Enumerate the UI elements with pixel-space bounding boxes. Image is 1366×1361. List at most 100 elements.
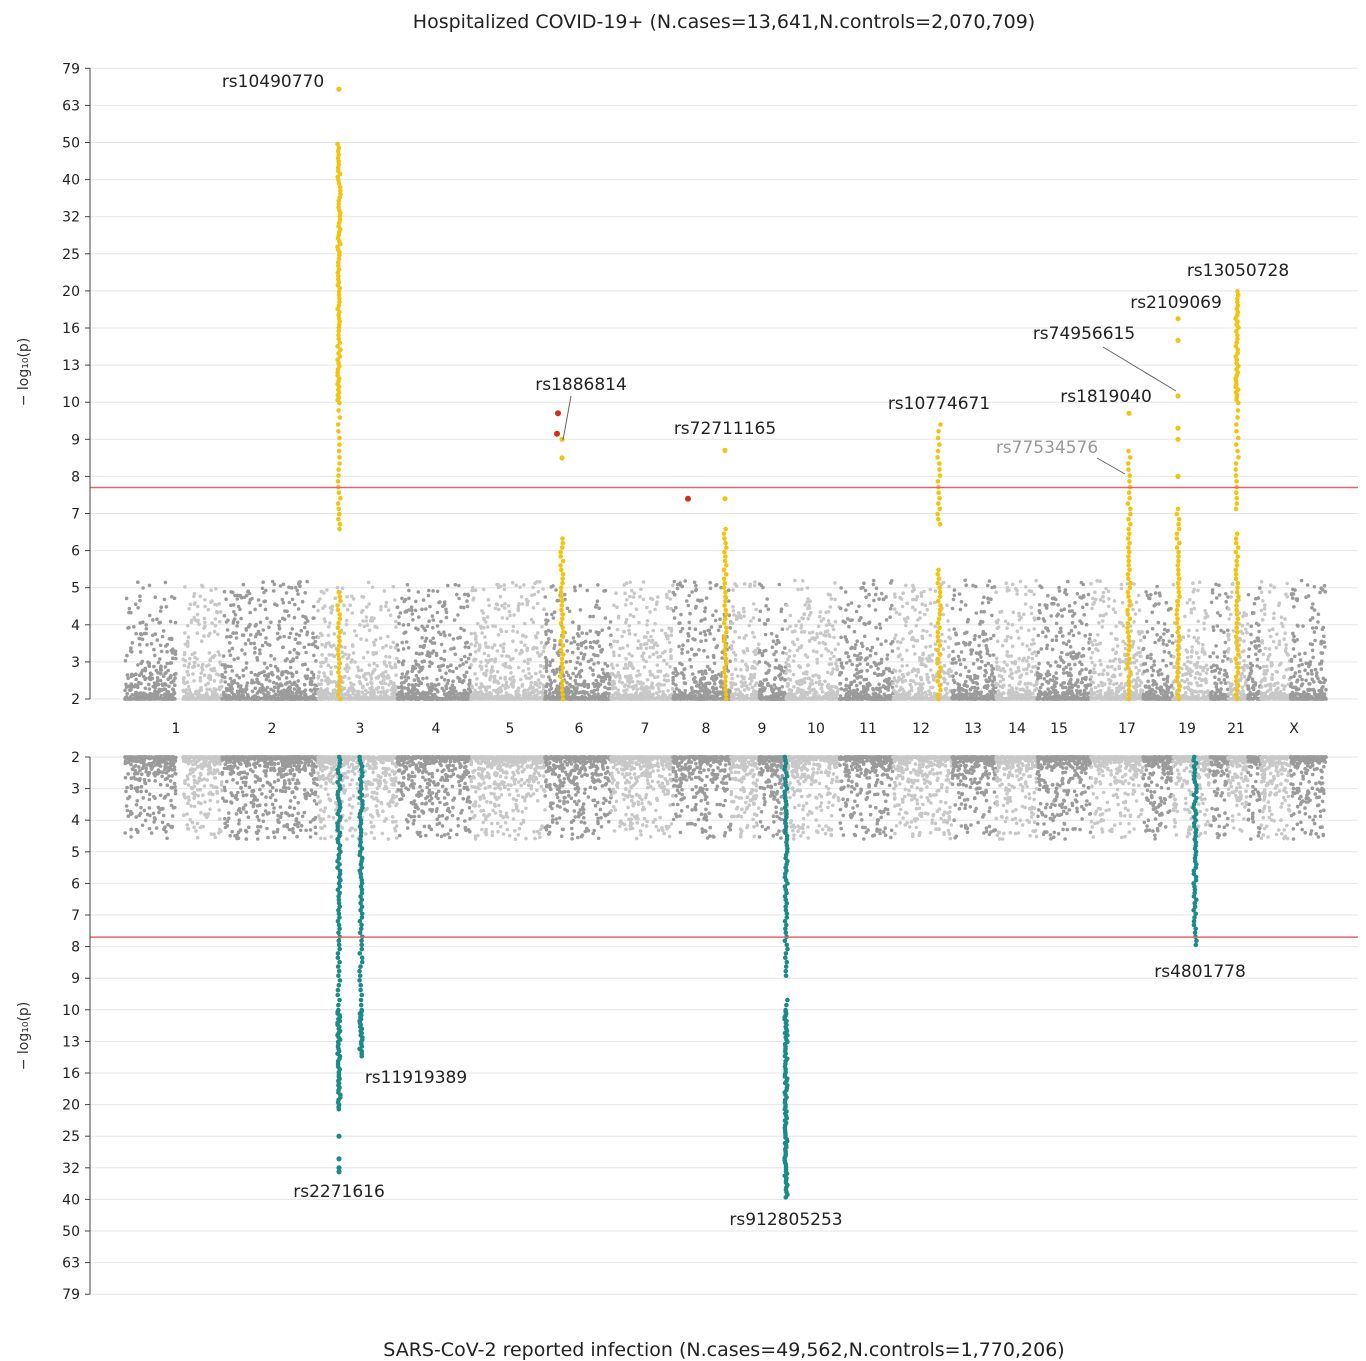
background-point: [136, 830, 140, 834]
background-point: [283, 772, 288, 777]
background-point: [394, 776, 398, 780]
background-point: [155, 679, 160, 683]
background-point: [201, 697, 205, 701]
background-point: [352, 772, 357, 776]
background-point: [439, 675, 444, 680]
background-point: [270, 757, 275, 762]
background-point: [250, 689, 255, 694]
background-point: [153, 779, 157, 783]
background-point: [215, 800, 220, 804]
background-point: [202, 634, 206, 638]
background-point: [192, 696, 197, 700]
background-point: [126, 814, 130, 818]
background-point: [489, 800, 493, 805]
background-point: [330, 653, 335, 657]
background-point: [306, 756, 310, 760]
background-point: [164, 644, 168, 648]
background-point: [136, 663, 140, 667]
background-point: [293, 602, 297, 607]
background-point: [258, 825, 263, 829]
background-point: [387, 661, 392, 665]
background-point: [125, 785, 129, 790]
background-point: [331, 774, 335, 778]
background-point: [379, 801, 384, 806]
background-point: [304, 793, 309, 798]
background-point: [423, 766, 427, 771]
background-point: [321, 773, 325, 778]
background-point: [262, 669, 266, 674]
background-point: [182, 663, 187, 668]
background-point: [319, 784, 323, 788]
background-point: [196, 663, 201, 668]
background-point: [173, 683, 177, 687]
background-point: [292, 772, 297, 777]
background-point: [312, 799, 317, 803]
background-point: [236, 695, 241, 700]
background-point: [407, 596, 411, 601]
background-point: [351, 651, 356, 655]
background-point: [253, 624, 258, 628]
background-point: [420, 801, 424, 806]
background-point: [393, 828, 398, 833]
background-point: [414, 599, 418, 604]
background-point: [142, 755, 146, 759]
background-point: [228, 641, 232, 645]
background-point: [159, 605, 163, 609]
background-point: [163, 760, 167, 765]
background-point: [364, 807, 369, 812]
background-point: [253, 686, 258, 691]
background-point: [400, 693, 404, 697]
background-point: [292, 647, 297, 652]
background-point: [230, 646, 235, 651]
background-point: [306, 697, 310, 701]
background-point: [239, 776, 244, 780]
background-point: [404, 767, 409, 771]
background-point: [215, 759, 219, 763]
background-point: [227, 816, 231, 821]
background-point: [223, 675, 227, 680]
background-point: [288, 768, 293, 773]
background-point: [268, 679, 272, 683]
background-point: [142, 691, 146, 696]
background-point: [316, 692, 321, 696]
background-point: [320, 642, 324, 647]
background-point: [384, 817, 389, 821]
background-point: [212, 629, 217, 634]
background-point: [468, 829, 472, 834]
background-point: [307, 642, 311, 647]
background-point: [287, 786, 291, 790]
background-point: [140, 637, 145, 642]
background-point: [405, 582, 410, 587]
background-point: [335, 585, 340, 590]
background-point: [357, 675, 362, 680]
background-point: [288, 650, 292, 655]
background-point: [427, 651, 432, 656]
background-point: [486, 653, 491, 658]
background-point: [423, 697, 427, 701]
background-point: [240, 633, 245, 637]
background-point: [243, 697, 247, 701]
background-point: [410, 689, 415, 694]
background-point: [147, 613, 152, 618]
background-point: [430, 801, 435, 806]
background-point: [304, 650, 308, 655]
background-point: [442, 778, 447, 782]
background-point: [399, 797, 404, 801]
background-point: [160, 774, 164, 778]
background-point: [369, 820, 373, 825]
background-point: [133, 694, 138, 699]
background-point: [195, 657, 199, 661]
background-point: [169, 786, 174, 790]
background-point: [160, 682, 165, 686]
background-point: [129, 687, 133, 692]
background-point: [165, 650, 169, 654]
background-point: [473, 789, 478, 794]
background-point: [137, 636, 141, 641]
background-point: [316, 608, 320, 613]
background-point: [406, 622, 411, 627]
background-point: [431, 649, 436, 653]
background-point: [264, 636, 268, 640]
background-point: [374, 804, 379, 808]
background-point: [467, 806, 472, 810]
background-point: [251, 804, 256, 809]
